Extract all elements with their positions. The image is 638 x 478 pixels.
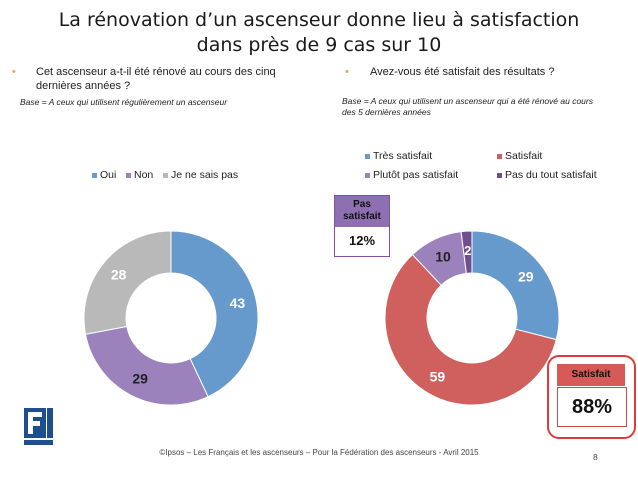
data-label: 29 [132,371,148,387]
callout-pas-satisfait: Pas satisfait 12% [334,195,390,257]
legend-swatch [497,153,502,159]
federation-logo [24,408,53,445]
right-base-note: Base = A ceux qui utilisent un ascenseur… [342,96,593,117]
legend-item-pas-du-tout-satisfait: Pas du tout satisfait [497,169,597,181]
data-label: 10 [435,248,451,264]
legend-swatch [497,172,502,178]
donut-chart-renovation: 43 29 28 [83,230,259,406]
legend-swatch [126,172,131,178]
donut-slice-pas-du-tout-satisfait [460,230,473,274]
legend-label: Très satisfait [373,150,433,162]
legend-item-plutot-pas-satisfait: Plutôt pas satisfait [365,169,458,181]
callout-satisfait: Satisfait 88% [547,355,636,439]
bullet-icon: • [345,66,349,78]
legend-label: Plutôt pas satisfait [373,169,459,181]
legend-item-oui: Oui [92,169,116,181]
legend-item-je-ne-sais-pas: Je ne sais pas [163,169,238,181]
legend-label: Non [134,169,154,181]
data-label: 59 [430,369,446,385]
callout-satisfait-label: Satisfait [557,364,625,386]
bullet-icon: • [12,66,16,78]
legend-swatch [365,153,370,159]
legend-label: Je ne sais pas [171,169,239,181]
callout-pas-satisfait-label: Pas satisfait [335,196,389,227]
callout-pas-satisfait-value: 12% [348,233,376,248]
footer-text: ©Ipsos – Les Français et les ascenseurs … [159,448,479,457]
donut-chart-satisfaction: 29 59 10 2 [384,230,560,406]
title-line-2: dans près de 9 cas sur 10 [196,34,442,56]
callout-satisfait-value: 88% [557,387,627,427]
legend-item-non: Non [126,169,153,181]
legend-swatch [365,172,370,178]
donut-slice-satisfait [384,253,557,406]
left-question: Cet ascenseur a-t-il été rénové au cours… [36,66,276,92]
left-base-note: Base = A ceux qui utilisent régulièremen… [20,97,228,107]
data-label: 43 [230,295,246,311]
donut-slice-tr-s-satisfait [471,230,560,341]
data-label: 2 [464,243,471,258]
legend-label: Oui [100,169,117,181]
slide-title: La rénovation d’un ascenseur donne lieu … [0,8,638,58]
data-label: 28 [111,267,127,283]
donut-slice-non [84,325,209,406]
page-number: 8 [593,452,598,462]
donut-slice-je-ne-sais-pas [83,230,172,335]
legend-label: Pas du tout satisfait [505,169,597,181]
legend-item-satisfait: Satisfait [497,150,542,162]
title-line-1: La rénovation d’un ascenseur donne lieu … [58,9,580,31]
legend-label: Satisfait [505,150,543,162]
legend-swatch [92,172,97,178]
right-question: Avez-vous été satisfait des résultats ? [370,66,555,78]
legend-item-tres-satisfait: Très satisfait [365,150,432,162]
donut-slice-oui [170,230,259,398]
legend-swatch [163,172,168,178]
data-label: 29 [518,268,534,284]
